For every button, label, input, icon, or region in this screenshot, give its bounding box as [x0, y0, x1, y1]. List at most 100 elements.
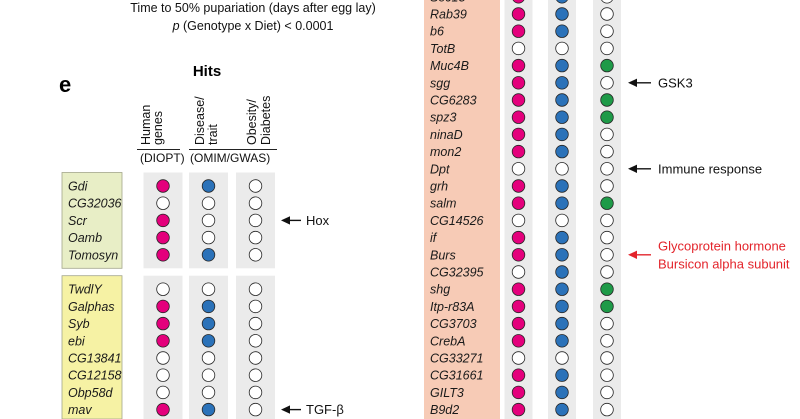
hit-dot-2: [201, 299, 216, 314]
hit-dot-1: [156, 351, 170, 365]
hit-dot-2: [555, 282, 569, 296]
gene-name: shg: [430, 283, 450, 297]
p-symbol: p: [172, 19, 180, 33]
hit-dot-3: [600, 24, 614, 38]
hit-dot-3: [600, 144, 614, 159]
hit-dot-1: [511, 230, 526, 245]
gene-name: spz3: [430, 111, 456, 125]
hit-dot-1: [511, 7, 526, 21]
gene-row: CrebA: [430, 334, 614, 348]
column-header-disease-trait-line1: Disease/: [193, 96, 207, 145]
gene-row: TwdlY: [68, 282, 263, 297]
hit-dot-3: [248, 230, 263, 245]
hit-dot-2: [201, 316, 216, 331]
hit-dot-3: [600, 196, 614, 210]
hit-dot-2: [201, 248, 216, 262]
column-header-obesity-diabetes-line2: Diabetes: [259, 96, 273, 145]
gene-name: Sec13: [430, 0, 465, 4]
column-header-human-genes-line2: genes: [151, 111, 165, 145]
hit-dot-1: [511, 196, 526, 210]
hit-dot-2: [555, 7, 569, 21]
gene-row: b6: [430, 24, 614, 39]
gene-name: grh: [430, 180, 448, 194]
annotation-label: GSK3: [658, 75, 693, 90]
hit-dot-3: [600, 230, 614, 245]
gene-row: Sec13: [430, 0, 613, 4]
hit-dot-3: [600, 127, 614, 142]
figure-header: Time to 50% pupariation (days after egg …: [130, 1, 376, 33]
hit-dot-3: [600, 282, 614, 296]
hit-dot-2: [201, 179, 216, 193]
hit-dot-1: [511, 299, 526, 314]
column-headers: Human genes Disease/ trait Obesity/ Diab…: [139, 96, 273, 145]
hit-dot-2: [555, 162, 569, 176]
gene-row: Syb: [68, 316, 263, 331]
hit-dot-2: [555, 248, 569, 262]
hit-dot-2: [555, 316, 569, 331]
hit-dot-2: [555, 144, 569, 159]
gene-row: GILT3: [430, 385, 614, 400]
gene-name: ninaD: [430, 128, 463, 142]
hit-dot-1: [511, 24, 526, 38]
hit-dot-1: [511, 127, 526, 142]
gene-name: Oamb: [68, 231, 102, 245]
gene-name: CG33271: [430, 352, 484, 366]
hit-dot-2: [555, 41, 569, 56]
gene-name: GILT3: [430, 386, 464, 400]
gene-row: Muc4B: [430, 58, 614, 73]
hit-dot-3: [600, 385, 614, 400]
gene-name: Burs: [430, 248, 456, 262]
hit-dot-1: [511, 179, 526, 193]
annotation-label: Hox: [306, 213, 330, 228]
hit-dot-3: [248, 334, 263, 348]
gene-name: CG12158: [68, 369, 122, 383]
hit-dot-1: [156, 299, 170, 314]
hit-dot-2: [555, 76, 569, 90]
axis-title: Time to 50% pupariation (days after egg …: [130, 1, 376, 15]
rows-layer: Gdi CG32036 Scr Hox Oamb Tomosyn TwdlY Galphas S…: [68, 0, 790, 417]
hit-dot-3: [248, 299, 263, 314]
gene-row: Scr: [68, 213, 263, 228]
hit-dot-2: [555, 299, 569, 314]
hit-dot-3: [248, 179, 263, 193]
hit-dot-1: [512, 0, 525, 4]
gene-row: Obp58d: [68, 385, 263, 400]
column-header-obesity-diabetes-line1: Obesity/: [245, 99, 259, 145]
hit-dot-1: [511, 110, 526, 124]
gene-name: mon2: [430, 145, 461, 159]
hit-dot-2: [555, 196, 569, 210]
hit-dot-1: [511, 316, 526, 331]
gene-name: Rab39: [430, 8, 467, 22]
annotation-label: TGF-β: [306, 402, 344, 417]
hit-dot-3: [248, 368, 263, 382]
hit-dot-1: [156, 248, 170, 262]
gene-name: if: [430, 231, 438, 245]
gene-row: Itp-r83A: [430, 299, 614, 314]
gene-name: mav: [68, 403, 92, 417]
gene-row: if: [430, 230, 614, 245]
gene-name: Itp-r83A: [430, 300, 474, 314]
hit-dot-3: [600, 76, 614, 90]
hit-dot-1: [156, 213, 170, 228]
hit-dot-3: [600, 213, 614, 228]
gene-row: Tomosyn: [68, 248, 263, 262]
source-label-omim-gwas: (OMIM/GWAS): [190, 151, 270, 165]
annotation: Glycoprotein hormone Bursicon alpha subun…: [628, 238, 790, 271]
gene-name: TwdlY: [68, 283, 103, 297]
hit-dot-3: [600, 179, 614, 193]
hit-dot-2: [556, 0, 568, 4]
hit-dot-3: [600, 316, 614, 331]
gene-name: CG32395: [430, 266, 484, 280]
gene-name: Obp58d: [68, 386, 114, 400]
hit-dot-2: [555, 127, 569, 142]
hit-dot-1: [511, 213, 526, 228]
hit-dot-2: [201, 230, 216, 245]
hit-dot-2: [555, 24, 569, 38]
column-header-disease-trait-line2: trait: [206, 124, 220, 145]
gene-row: sgg: [430, 76, 614, 90]
hit-dot-3: [248, 248, 263, 262]
gene-name: Syb: [68, 317, 90, 331]
hit-dot-3: [600, 110, 614, 124]
gene-name: TotB: [430, 42, 455, 56]
